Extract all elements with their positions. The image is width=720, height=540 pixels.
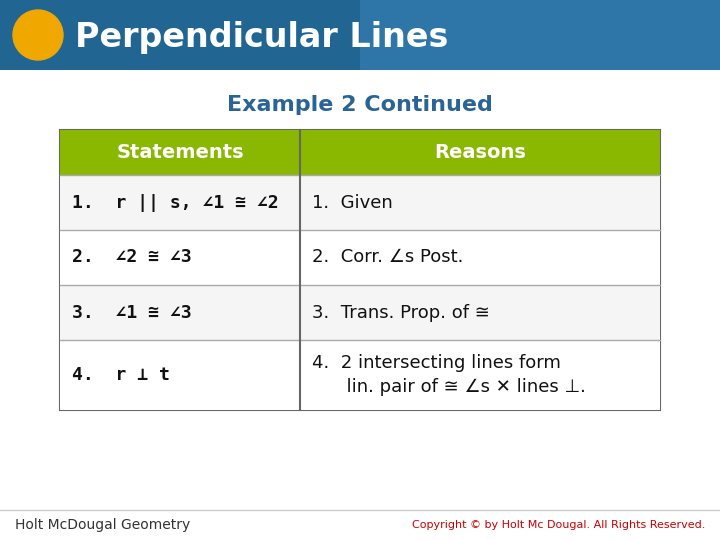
Text: 2.  Corr. ∠s Post.: 2. Corr. ∠s Post.: [312, 248, 464, 267]
FancyBboxPatch shape: [60, 230, 660, 285]
Text: 2.  ∠2 ≅ ∠3: 2. ∠2 ≅ ∠3: [72, 248, 192, 267]
Text: Perpendicular Lines: Perpendicular Lines: [75, 22, 449, 55]
FancyBboxPatch shape: [60, 175, 660, 230]
FancyBboxPatch shape: [0, 70, 720, 540]
Text: 3.  ∠1 ≅ ∠3: 3. ∠1 ≅ ∠3: [72, 303, 192, 321]
Text: 1.  Given: 1. Given: [312, 193, 392, 212]
Text: Holt McDougal Geometry: Holt McDougal Geometry: [15, 518, 190, 532]
Text: 4.  r ⊥ t: 4. r ⊥ t: [72, 366, 170, 384]
Text: 4.  2 intersecting lines form
      lin. pair of ≅ ∠s ✕ lines ⊥.: 4. 2 intersecting lines form lin. pair o…: [312, 354, 586, 396]
Text: 1.  r || s, ∠1 ≅ ∠2: 1. r || s, ∠1 ≅ ∠2: [72, 193, 279, 212]
Text: Copyright © by Holt Mc Dougal. All Rights Reserved.: Copyright © by Holt Mc Dougal. All Right…: [412, 520, 705, 530]
Text: Example 2 Continued: Example 2 Continued: [227, 95, 493, 115]
Text: Reasons: Reasons: [434, 143, 526, 162]
FancyBboxPatch shape: [360, 0, 720, 70]
FancyBboxPatch shape: [60, 340, 660, 410]
Text: Statements: Statements: [116, 143, 244, 162]
FancyBboxPatch shape: [0, 0, 720, 70]
Circle shape: [13, 10, 63, 60]
FancyBboxPatch shape: [60, 130, 660, 175]
FancyBboxPatch shape: [0, 0, 360, 70]
Text: 3.  Trans. Prop. of ≅: 3. Trans. Prop. of ≅: [312, 303, 490, 321]
FancyBboxPatch shape: [60, 130, 660, 410]
FancyBboxPatch shape: [60, 285, 660, 340]
